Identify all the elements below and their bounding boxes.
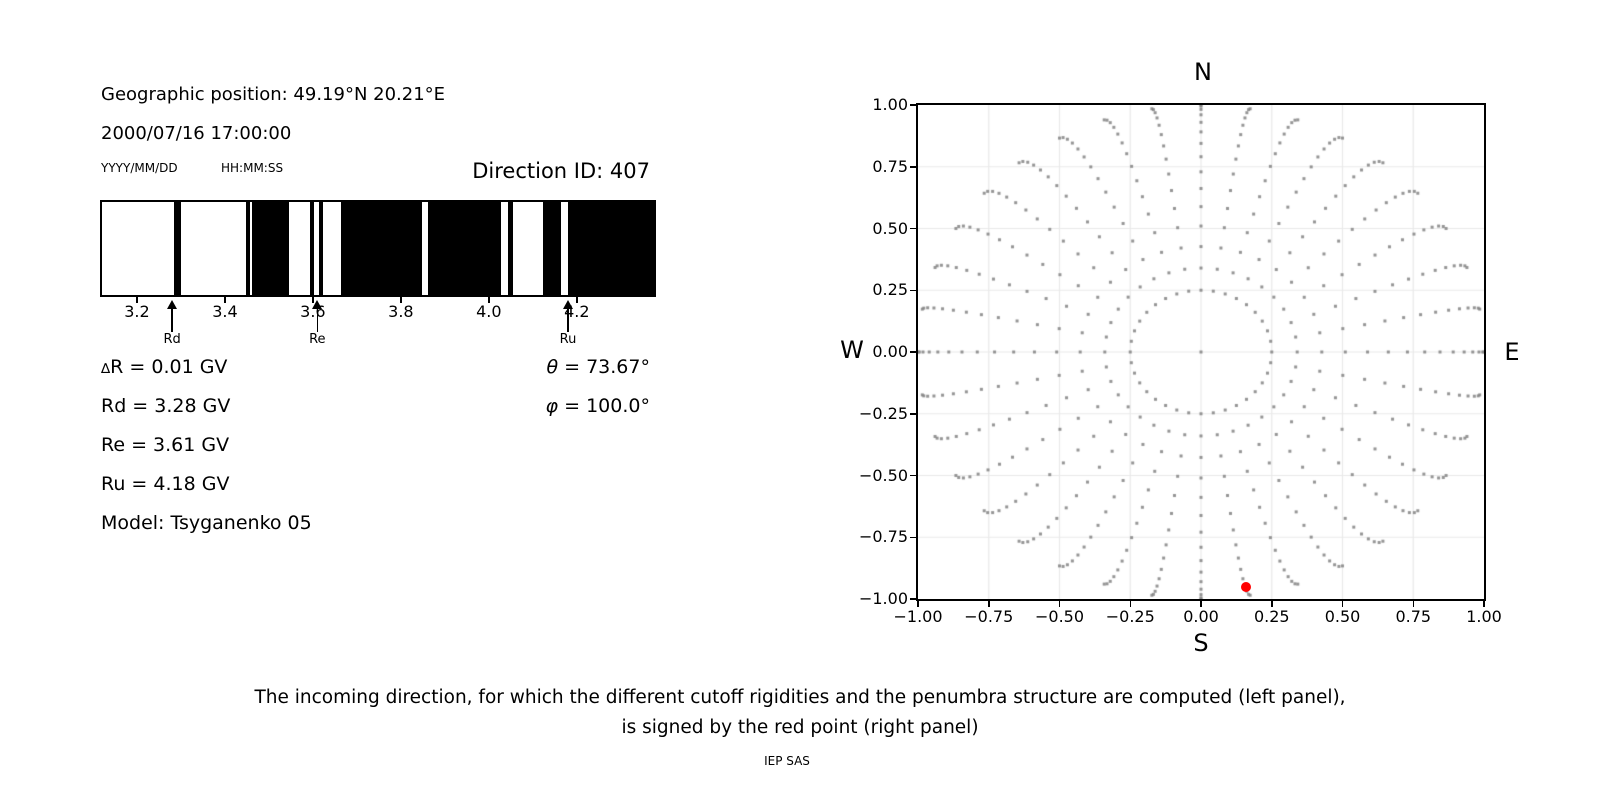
penumbra-tick [575,297,578,303]
arrow-re-label: Re [309,332,326,347]
arrow-ru-label: Ru [559,332,577,347]
x-tick [1412,601,1414,607]
time-format-label: HH:MM:SS [221,161,284,175]
date-format-label: YYYY/MM/DD [101,161,178,175]
arrow-up-icon [167,300,178,309]
penumbra-tick-label: 3.8 [388,302,414,321]
x-tick-label: 0.50 [1324,607,1361,626]
y-tick [910,289,916,291]
y-tick [910,474,916,477]
datetime-text: 2000/07/16 17:00:00 [101,123,292,144]
phi-value: φ = 100.0° [545,395,650,417]
penumbra-tick [135,297,138,303]
y-tick-label: −0.50 [858,465,908,485]
penumbra-band [428,202,501,295]
compass-west-label: W [840,336,864,364]
y-tick [910,413,916,415]
x-tick-label: 0.25 [1253,607,1290,626]
x-tick [988,601,990,607]
x-tick [1129,601,1131,607]
penumbra-band [310,202,314,295]
arrow-up-icon [563,300,574,309]
x-tick-label: −0.50 [1034,607,1085,626]
penumbra-tick-label: 4.0 [476,302,502,321]
credit-label: IEP SAS [764,754,810,768]
x-tick [1200,601,1202,607]
penumbra-band [542,202,561,295]
y-tick [910,536,916,538]
x-tick [1058,601,1061,607]
arrow-up-icon [312,300,323,309]
x-tick-label: −0.25 [1105,607,1155,626]
x-tick-label: 0.00 [1183,607,1219,626]
selected-direction-point [1241,581,1252,592]
model-label: Model: Tsyganenko 05 [101,512,312,534]
penumbra-band [246,202,251,295]
directions-scatter-canvas [918,105,1484,599]
x-tick [917,601,919,607]
penumbra-band [340,202,422,295]
y-tick-label: 1.00 [872,95,908,114]
compass-south-label: S [1193,629,1209,657]
geographic-position-text: Geographic position: 49.19°N 20.21°E [101,84,446,105]
y-tick-label: −0.25 [858,403,908,423]
arrow-rd-label: Rd [163,332,181,347]
penumbra-band [507,202,514,295]
caption-line1: The incoming direction, for which the di… [254,687,1346,708]
compass-north-label: N [1194,58,1212,86]
penumbra-band [173,202,181,295]
direction-id-label: Direction ID: 407 [472,159,650,183]
penumbra-tick [223,297,226,303]
caption-line2: is signed by the red point (right panel) [621,717,979,738]
x-tick-label: −0.75 [964,607,1014,626]
rd-value: Rd = 3.28 GV [101,395,231,417]
penumbra-plot [100,200,656,297]
y-tick-label: −1.00 [858,589,908,608]
x-tick [1271,601,1273,607]
y-tick [910,598,916,600]
x-tick [1341,601,1344,607]
y-tick-label: 0.25 [872,280,908,300]
penumbra-tick [399,297,402,303]
y-tick [910,104,916,106]
y-tick [910,351,916,353]
ru-value: Ru = 4.18 GV [101,473,230,495]
penumbra-tick-label: 3.2 [124,302,150,321]
y-tick-label: 0.75 [872,156,908,176]
directions-plot [916,103,1486,601]
y-tick-label: 0.50 [872,218,908,238]
theta-value: θ = 73.67° [546,356,650,378]
x-tick [1483,601,1485,607]
delta-r-value: ∆R = 0.01 GV [101,356,228,378]
x-tick-label: 1.00 [1466,607,1502,626]
x-tick-label: 0.75 [1395,607,1432,626]
penumbra-band [252,202,289,295]
penumbra-tick [487,297,490,303]
penumbra-band [568,202,654,295]
y-tick-label: 0.00 [872,342,908,361]
x-tick-label: −1.00 [893,607,943,626]
penumbra-tick-label: 3.4 [212,302,238,321]
y-tick [910,166,916,168]
compass-east-label: E [1504,338,1520,366]
penumbra-band [319,202,323,295]
y-tick-label: −0.75 [858,527,908,547]
re-value: Re = 3.61 GV [101,434,230,456]
y-tick [910,227,916,230]
